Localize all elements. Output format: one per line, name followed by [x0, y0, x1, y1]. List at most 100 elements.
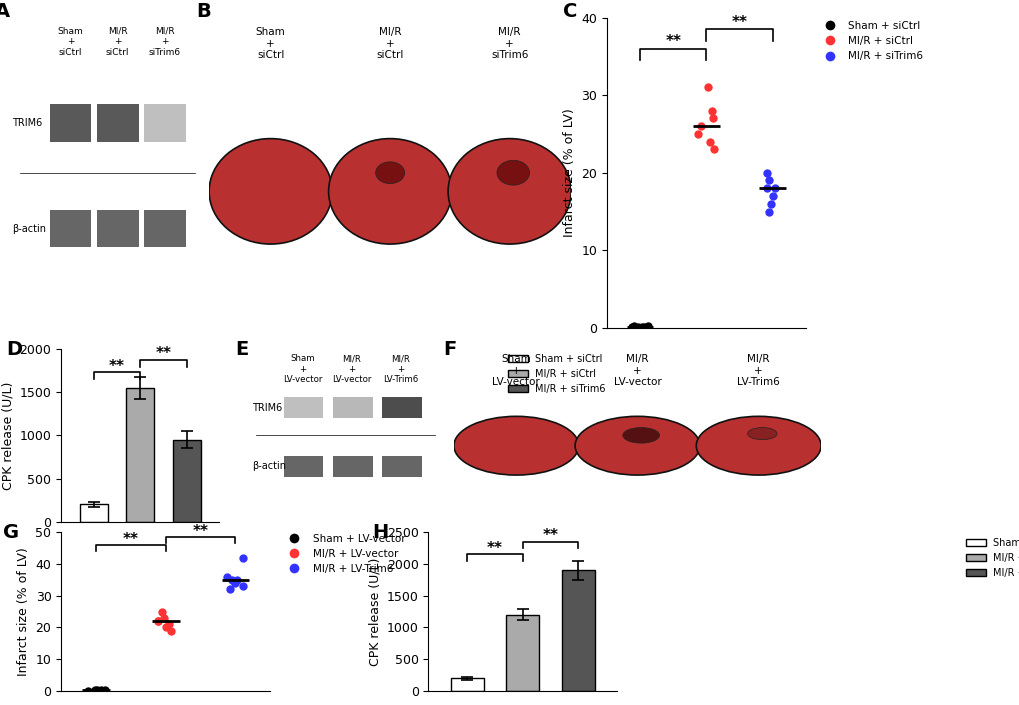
Text: C: C	[562, 2, 577, 21]
Circle shape	[696, 417, 820, 475]
Circle shape	[447, 139, 571, 244]
Point	[223, 574, 239, 585]
Bar	[332, 398, 372, 418]
Bar	[172, 440, 201, 522]
Point	[699, 82, 715, 93]
Bar	[97, 210, 139, 247]
Text: **: **	[109, 359, 125, 374]
Text: H: H	[371, 523, 387, 541]
Point	[150, 615, 166, 627]
Bar	[505, 615, 539, 691]
Bar	[382, 398, 421, 418]
Point	[150, 615, 166, 627]
Point	[629, 321, 645, 333]
Bar	[50, 104, 92, 142]
Ellipse shape	[496, 160, 529, 185]
Bar	[50, 210, 92, 247]
Point	[153, 606, 169, 618]
Bar	[126, 388, 154, 522]
Y-axis label: Infarct size (% of LV): Infarct size (% of LV)	[562, 109, 575, 237]
Text: MI/R
+
LV-Trim6: MI/R + LV-Trim6	[383, 354, 418, 384]
Text: E: E	[234, 341, 248, 360]
Point	[704, 113, 720, 124]
Text: F: F	[442, 341, 455, 360]
Point	[764, 190, 781, 202]
Y-axis label: CPK release (U/L): CPK release (U/L)	[1, 381, 14, 489]
Legend: Sham + siCtrl, MI/R + siCtrl, MI/R + siTrim6: Sham + siCtrl, MI/R + siCtrl, MI/R + siT…	[814, 17, 926, 66]
Point	[88, 685, 104, 697]
Circle shape	[209, 139, 332, 244]
Point	[229, 574, 246, 585]
Point	[155, 612, 171, 624]
Bar	[283, 398, 323, 418]
Point	[762, 198, 779, 209]
Y-axis label: CPK release (U/L): CPK release (U/L)	[368, 558, 381, 666]
Point	[87, 685, 103, 696]
Point	[703, 105, 719, 116]
Point	[218, 571, 234, 582]
Point	[234, 552, 251, 563]
Legend: Sham + siCtrl, MI/R + siCtrl, MI/R + siTrim6: Sham + siCtrl, MI/R + siCtrl, MI/R + siT…	[503, 350, 609, 398]
Ellipse shape	[375, 162, 405, 183]
Point	[765, 183, 782, 194]
Point	[689, 128, 705, 140]
Text: **: **	[664, 35, 681, 49]
Text: Sham
+
siCtrl: Sham + siCtrl	[58, 27, 84, 56]
Text: TRIM6: TRIM6	[12, 118, 43, 128]
Text: D: D	[6, 341, 22, 360]
Text: **: **	[122, 532, 139, 546]
Point	[758, 183, 774, 194]
Text: G: G	[3, 523, 18, 541]
Text: MI/R
+
siCtrl: MI/R + siCtrl	[106, 27, 129, 56]
Bar	[144, 104, 185, 142]
Point	[161, 619, 177, 630]
Text: MI/R
+
LV-Trim6: MI/R + LV-Trim6	[737, 354, 780, 387]
Text: Sham
+
LV-vector: Sham + LV-vector	[492, 354, 540, 387]
Point	[626, 321, 642, 332]
Bar	[144, 210, 185, 247]
Text: B: B	[197, 2, 211, 21]
Text: **: **	[193, 524, 209, 539]
Text: TRIM6: TRIM6	[252, 403, 282, 412]
Point	[93, 685, 109, 696]
Bar	[79, 505, 108, 522]
Text: MI/R
+
LV-vector: MI/R + LV-vector	[332, 354, 371, 384]
Point	[639, 321, 655, 332]
Text: Sham
+
LV-vector: Sham + LV-vector	[282, 354, 322, 384]
Legend: Sham + LV-vector, MI/R + LV-vector, MI/R + LV-Trim6: Sham + LV-vector, MI/R + LV-vector, MI/R…	[279, 529, 410, 578]
Text: β-actin: β-actin	[12, 223, 46, 233]
Point	[693, 121, 709, 132]
Circle shape	[328, 139, 451, 244]
Bar	[97, 104, 139, 142]
Text: A: A	[0, 2, 10, 21]
Point	[234, 581, 251, 592]
Point	[157, 622, 173, 633]
Bar	[382, 456, 421, 477]
Text: MI/R
+
LV-vector: MI/R + LV-vector	[613, 354, 660, 387]
Text: MI/R
+
siTrim6: MI/R + siTrim6	[149, 27, 180, 56]
Point	[97, 685, 113, 696]
Point	[92, 685, 108, 697]
Point	[635, 321, 651, 332]
Point	[624, 321, 640, 333]
Point	[89, 685, 105, 696]
Point	[81, 685, 97, 697]
Text: **: **	[486, 541, 502, 556]
Legend: Sham + LV-vector, MI/R + LV-vector, MI/R + LV-Trim6: Sham + LV-vector, MI/R + LV-vector, MI/R…	[961, 534, 1019, 582]
Text: **: **	[731, 15, 747, 30]
Text: Sham
+
siCtrl: Sham + siCtrl	[256, 27, 285, 60]
Point	[163, 625, 179, 636]
Text: **: **	[155, 346, 171, 362]
Circle shape	[575, 417, 699, 475]
Bar	[561, 570, 594, 691]
Point	[760, 175, 776, 186]
Point	[705, 144, 721, 155]
Bar	[450, 678, 483, 691]
Point	[633, 321, 649, 333]
Ellipse shape	[747, 427, 776, 440]
Point	[760, 206, 776, 217]
Text: **: **	[542, 528, 558, 543]
Ellipse shape	[623, 427, 659, 443]
Bar	[332, 456, 372, 477]
Text: β-actin: β-actin	[252, 462, 285, 472]
